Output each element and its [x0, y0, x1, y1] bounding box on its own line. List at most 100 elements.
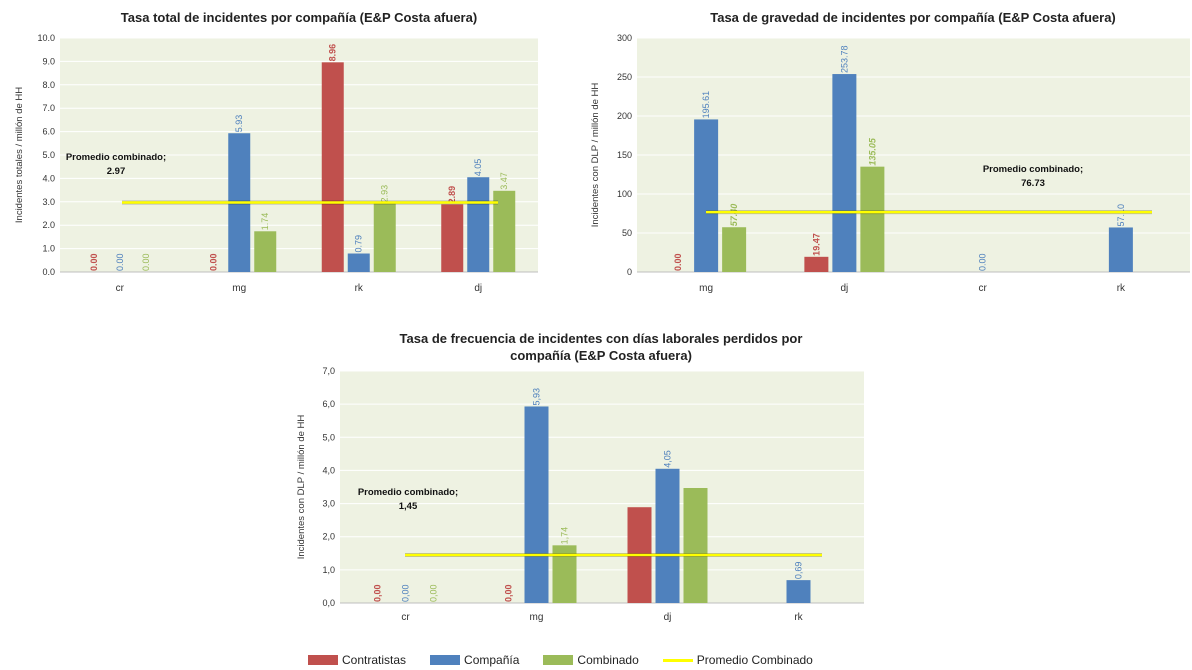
legend-line-promedio: [662, 658, 693, 662]
category-label: rk: [355, 283, 364, 294]
legend-label-combinado: Combinado: [577, 653, 639, 667]
average-value: 1,45: [399, 501, 418, 512]
bar-compania: [655, 468, 680, 603]
y-tick-label: 4.0: [42, 173, 55, 183]
data-label-compania: 57.10: [1116, 204, 1126, 227]
plot-area: [340, 371, 864, 603]
bar-compania: [347, 253, 370, 272]
data-label-compania: 0,00: [401, 584, 411, 602]
data-label-combinado: 135.05: [867, 137, 877, 166]
chart-legend: Contratistas Compañía Combinado Promedio…: [308, 652, 837, 668]
chart-title-line: Tasa de frecuencia de incidentes con día…: [400, 331, 803, 346]
data-label-compania: 4.05: [473, 159, 483, 177]
chart-2: Tasa de gravedad de incidentes por compa…: [590, 10, 1190, 294]
data-label-combinado: 57.40: [729, 204, 739, 227]
category-label: dj: [474, 283, 482, 294]
data-label-compania: 253.78: [839, 46, 849, 74]
bar-compania: [786, 580, 811, 603]
category-label: mg: [699, 283, 713, 294]
category-label: mg: [232, 283, 246, 294]
data-label-compania: 0.79: [354, 235, 364, 253]
average-label: Promedio combinado;: [66, 152, 166, 163]
data-label-contratistas: 0.00: [673, 253, 683, 271]
data-label-combinado: 0,00: [429, 584, 439, 602]
chart-title-line: compañía (E&P Costa afuera): [510, 348, 692, 363]
data-label-combinado: 0.00: [141, 253, 151, 271]
y-axis-label: Incidentes con DLP / millón de HH: [590, 83, 601, 228]
y-tick-label: 8.0: [42, 80, 55, 90]
y-tick-label: 250: [617, 72, 632, 82]
bar-compania: [1108, 227, 1133, 272]
y-tick-label: 50: [622, 228, 632, 238]
y-tick-label: 4,0: [322, 465, 335, 475]
charts-canvas: Tasa total de incidentes por compañía (E…: [14, 10, 1190, 623]
y-tick-label: 0.0: [42, 267, 55, 277]
data-label-compania: 0.00: [115, 253, 125, 271]
legend-swatch-contratistas: [308, 655, 338, 665]
data-label-combinado: 2.93: [380, 185, 390, 203]
y-tick-label: 7.0: [42, 103, 55, 113]
legend-swatch-compania: [430, 655, 461, 665]
data-label-compania: 0,69: [794, 562, 804, 580]
bar-combinado: [493, 190, 516, 272]
y-tick-label: 1.0: [42, 244, 55, 254]
y-tick-label: 2,0: [322, 532, 335, 542]
average-value: 2.97: [107, 166, 126, 177]
data-label-contratistas: 0,00: [504, 584, 514, 602]
legend-item-contratistas: Contratistas: [308, 653, 406, 667]
bar-combinado: [254, 231, 277, 272]
data-label-contratistas: 0.00: [89, 253, 99, 271]
legend-label-promedio: Promedio Combinado: [696, 653, 813, 667]
bar-compania: [524, 406, 549, 603]
y-tick-label: 6.0: [42, 127, 55, 137]
y-tick-label: 2.0: [42, 220, 55, 230]
bar-combinado: [722, 227, 747, 272]
category-label: rk: [794, 612, 803, 623]
y-tick-label: 0: [627, 267, 632, 277]
data-label-compania: 0.00: [978, 253, 988, 271]
bar-compania: [467, 177, 490, 272]
average-value: 76.73: [1021, 178, 1045, 189]
data-label-combinado: 1,74: [560, 527, 570, 545]
data-label-compania: 195.61: [701, 91, 711, 119]
y-tick-label: 5,0: [322, 432, 335, 442]
category-label: cr: [401, 612, 410, 623]
category-label: dj: [664, 612, 672, 623]
data-label-contratistas: 0,00: [373, 584, 383, 602]
bar-contratistas: [441, 204, 464, 272]
bar-contratistas: [804, 256, 829, 272]
data-label-combinado: 1.74: [260, 213, 270, 231]
y-tick-label: 0,0: [322, 598, 335, 608]
data-label-contratistas: 19.47: [811, 233, 821, 256]
chart-1: Tasa total de incidentes por compañía (E…: [14, 10, 538, 294]
y-axis-label: Incidentes con DLP / millón de HH: [296, 415, 307, 560]
chart-3: Tasa de frecuencia de incidentes con día…: [296, 331, 864, 623]
legend-item-promedio: Promedio Combinado: [662, 653, 813, 667]
data-label-contratistas: 2.89: [447, 186, 457, 204]
bar-combinado: [860, 166, 885, 272]
y-tick-label: 1,0: [322, 565, 335, 575]
bar-compania: [832, 74, 857, 272]
average-label: Promedio combinado;: [983, 164, 1083, 175]
data-label-contratistas: 8.96: [328, 44, 338, 62]
bar-combinado: [683, 487, 708, 603]
y-tick-label: 200: [617, 111, 632, 121]
category-label: dj: [840, 283, 848, 294]
chart-title: Tasa de gravedad de incidentes por compa…: [710, 10, 1116, 25]
legend-item-compania: Compañía: [430, 653, 519, 667]
data-label-compania: 5,93: [532, 388, 542, 406]
bar-contratistas: [321, 62, 344, 272]
y-tick-label: 7,0: [322, 366, 335, 376]
chart-title: Tasa total de incidentes por compañía (E…: [121, 10, 477, 25]
y-tick-label: 100: [617, 189, 632, 199]
bar-combinado: [373, 203, 396, 272]
y-tick-label: 150: [617, 150, 632, 160]
category-label: rk: [1117, 283, 1126, 294]
y-tick-label: 5.0: [42, 150, 55, 160]
y-axis-label: Incidentes totales / millón de HH: [14, 87, 25, 223]
category-label: cr: [978, 283, 987, 294]
legend-item-combinado: Combinado: [543, 653, 639, 667]
category-label: cr: [116, 283, 125, 294]
legend-swatch-combinado: [543, 655, 574, 665]
category-label: mg: [530, 612, 544, 623]
